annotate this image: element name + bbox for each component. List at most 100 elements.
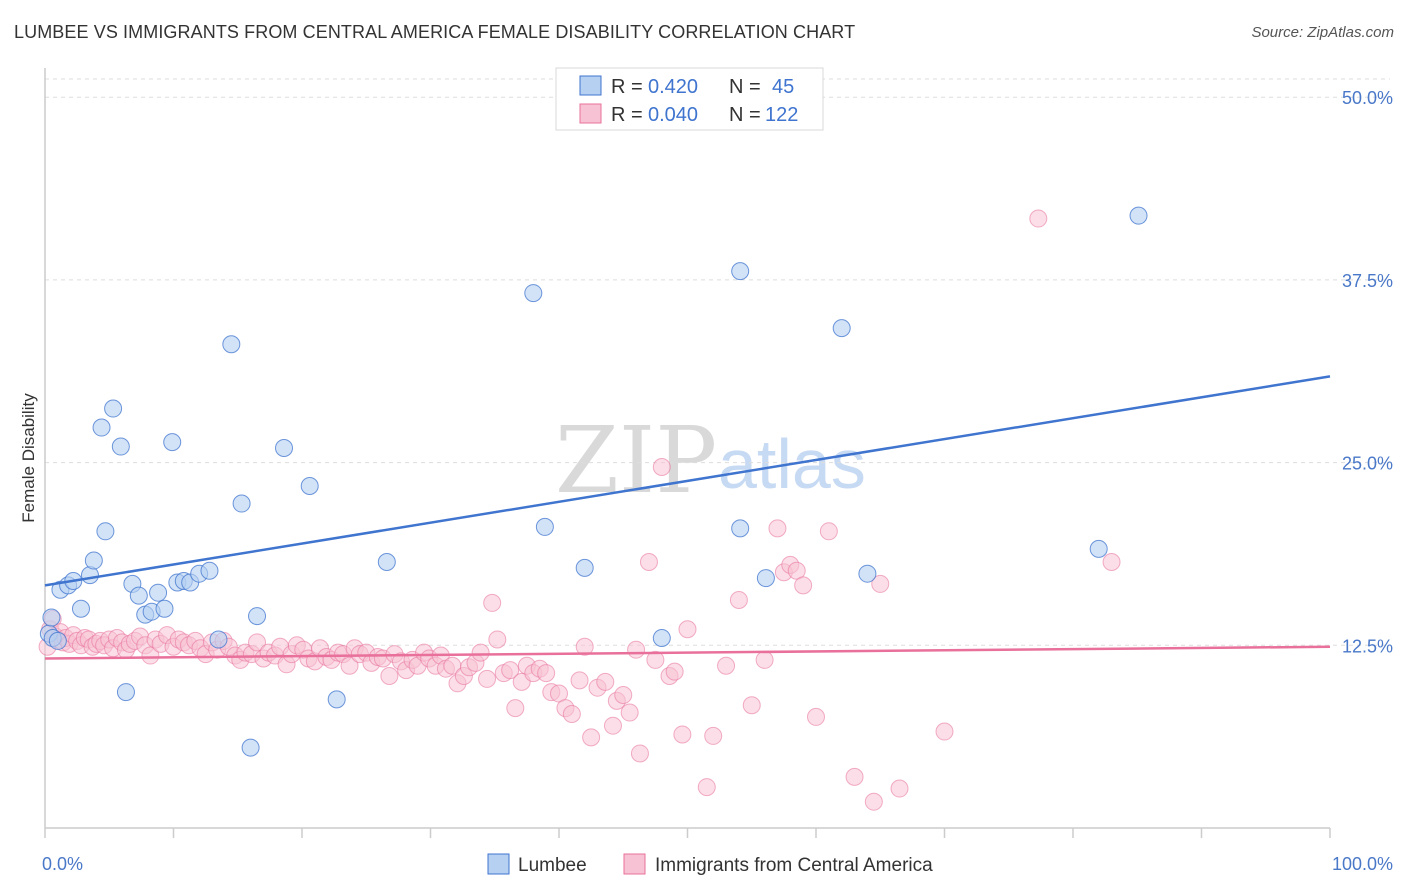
immigrants-point-62 (340, 656, 359, 675)
lumbee-point-14 (116, 683, 135, 702)
immigrants-point-85 (471, 643, 490, 662)
bottom-legend: Lumbee Immigrants from Central America (487, 853, 933, 876)
immigrants-point-116 (665, 662, 684, 681)
lumbee-point-31 (248, 607, 267, 626)
lumbee-point-1 (42, 608, 61, 627)
immigrants-trend-line (44, 645, 1331, 660)
lumbee-point-37 (535, 517, 554, 536)
immigrants-point-96 (537, 664, 556, 683)
immigrants-point-138 (1102, 553, 1121, 571)
immigrants-point-86 (478, 669, 497, 688)
y-tick-label-0: 12.5% (1342, 636, 1393, 656)
lumbee-point-32 (275, 439, 294, 457)
immigrants-point-109 (620, 703, 639, 722)
immigrants-point-114 (652, 458, 671, 476)
lumbee-point-27 (209, 630, 228, 649)
legend-n-label-immigrants: N = (729, 104, 761, 126)
lumbee-point-9 (84, 551, 103, 570)
immigrants-point-122 (729, 591, 748, 609)
lumbee-point-42 (756, 569, 775, 588)
lumbee-point-41 (731, 519, 750, 538)
lumbee-point-29 (232, 494, 251, 513)
lumbee-point-3 (48, 631, 67, 650)
immigrants-point-100 (562, 705, 581, 723)
immigrants-point-134 (871, 574, 890, 593)
immigrants-point-108 (614, 686, 633, 704)
legend-r-label-lumbee: R = (611, 76, 643, 98)
immigrants-point-121 (717, 656, 736, 675)
x-tick-labels: 0.0% 100.0% (42, 854, 1393, 874)
immigrants-point-130 (807, 707, 825, 726)
immigrants-point-112 (639, 553, 658, 571)
grid-lines (45, 78, 1390, 646)
immigrants-point-69 (380, 667, 399, 685)
immigrants-point-111 (630, 744, 649, 763)
lumbee-point-43 (832, 319, 851, 338)
bottom-legend-label-immigrants: Immigrants from Central America (655, 855, 933, 876)
lumbee-point-38 (575, 558, 594, 577)
legend-box: R = 0.420 N = 45 R = 0.040 N = 122 (555, 67, 824, 131)
legend-r-value-immigrants: 0.040 (648, 104, 698, 126)
lumbee-point-13 (111, 437, 130, 456)
immigrants-point-117 (673, 725, 692, 744)
lumbee-point-7 (71, 599, 90, 618)
series-lumbee-points (39, 206, 1148, 757)
lumbee-trend-line (44, 375, 1331, 587)
immigrants-point-105 (596, 672, 615, 691)
immigrants-point-90 (501, 661, 520, 680)
legend-n-value-immigrants: 122 (765, 104, 798, 126)
immigrants-point-123 (742, 696, 761, 715)
immigrants-point-131 (819, 522, 838, 541)
immigrants-point-103 (582, 728, 601, 747)
bottom-legend-swatch-lumbee (487, 853, 510, 875)
lumbee-point-45 (1089, 539, 1108, 558)
lumbee-point-28 (222, 335, 241, 354)
immigrants-point-113 (646, 650, 665, 669)
lumbee-point-36 (524, 284, 543, 303)
lumbee-point-46 (1129, 206, 1148, 225)
bottom-legend-swatch-immigrants (623, 853, 646, 875)
lumbee-point-39 (652, 629, 671, 647)
y-tick-label-3: 50.0% (1342, 88, 1393, 108)
immigrants-point-106 (603, 716, 622, 735)
y-tick-label-2: 37.5% (1342, 271, 1393, 291)
legend-n-value-lumbee: 45 (772, 76, 794, 98)
immigrants-point-110 (627, 640, 646, 659)
immigrants-point-132 (845, 767, 864, 786)
x-minor-ticks (44, 828, 1331, 838)
lumbee-point-35 (377, 553, 396, 571)
immigrants-point-101 (570, 671, 589, 690)
immigrants-point-135 (890, 779, 909, 798)
immigrants-point-46 (248, 633, 267, 652)
y-tick-label-1: 25.0% (1342, 454, 1393, 474)
legend-swatch-lumbee (579, 75, 602, 96)
immigrants-point-136 (935, 722, 954, 741)
legend-r-value-lumbee: 0.420 (648, 76, 698, 98)
immigrants-point-120 (704, 726, 723, 745)
immigrants-point-87 (483, 593, 502, 612)
bottom-legend-label-lumbee: Lumbee (518, 855, 587, 876)
lumbee-point-20 (155, 599, 174, 618)
immigrants-point-133 (864, 792, 883, 811)
source-credit: Source: ZipAtlas.com (1251, 24, 1394, 41)
legend-swatch-immigrants (579, 103, 602, 124)
immigrants-point-118 (678, 620, 697, 639)
immigrants-point-91 (506, 699, 525, 718)
immigrants-point-125 (768, 519, 787, 538)
lumbee-point-34 (327, 690, 346, 709)
immigrants-point-129 (794, 576, 813, 595)
legend-r-label-immigrants: R = (611, 104, 643, 126)
immigrants-point-137 (1029, 209, 1048, 228)
lumbee-point-21 (163, 433, 182, 452)
lumbee-point-40 (731, 262, 750, 281)
lumbee-point-26 (200, 561, 219, 580)
immigrants-point-119 (697, 778, 716, 797)
immigrants-point-27 (141, 646, 160, 665)
y-tick-labels: 12.5% 25.0% 37.5% 50.0% (1342, 88, 1393, 656)
lumbee-point-30 (241, 738, 260, 757)
watermark-zip: ZIP (555, 407, 717, 514)
lumbee-point-19 (149, 583, 168, 602)
immigrants-point-88 (488, 630, 507, 649)
lumbee-point-33 (300, 477, 319, 495)
